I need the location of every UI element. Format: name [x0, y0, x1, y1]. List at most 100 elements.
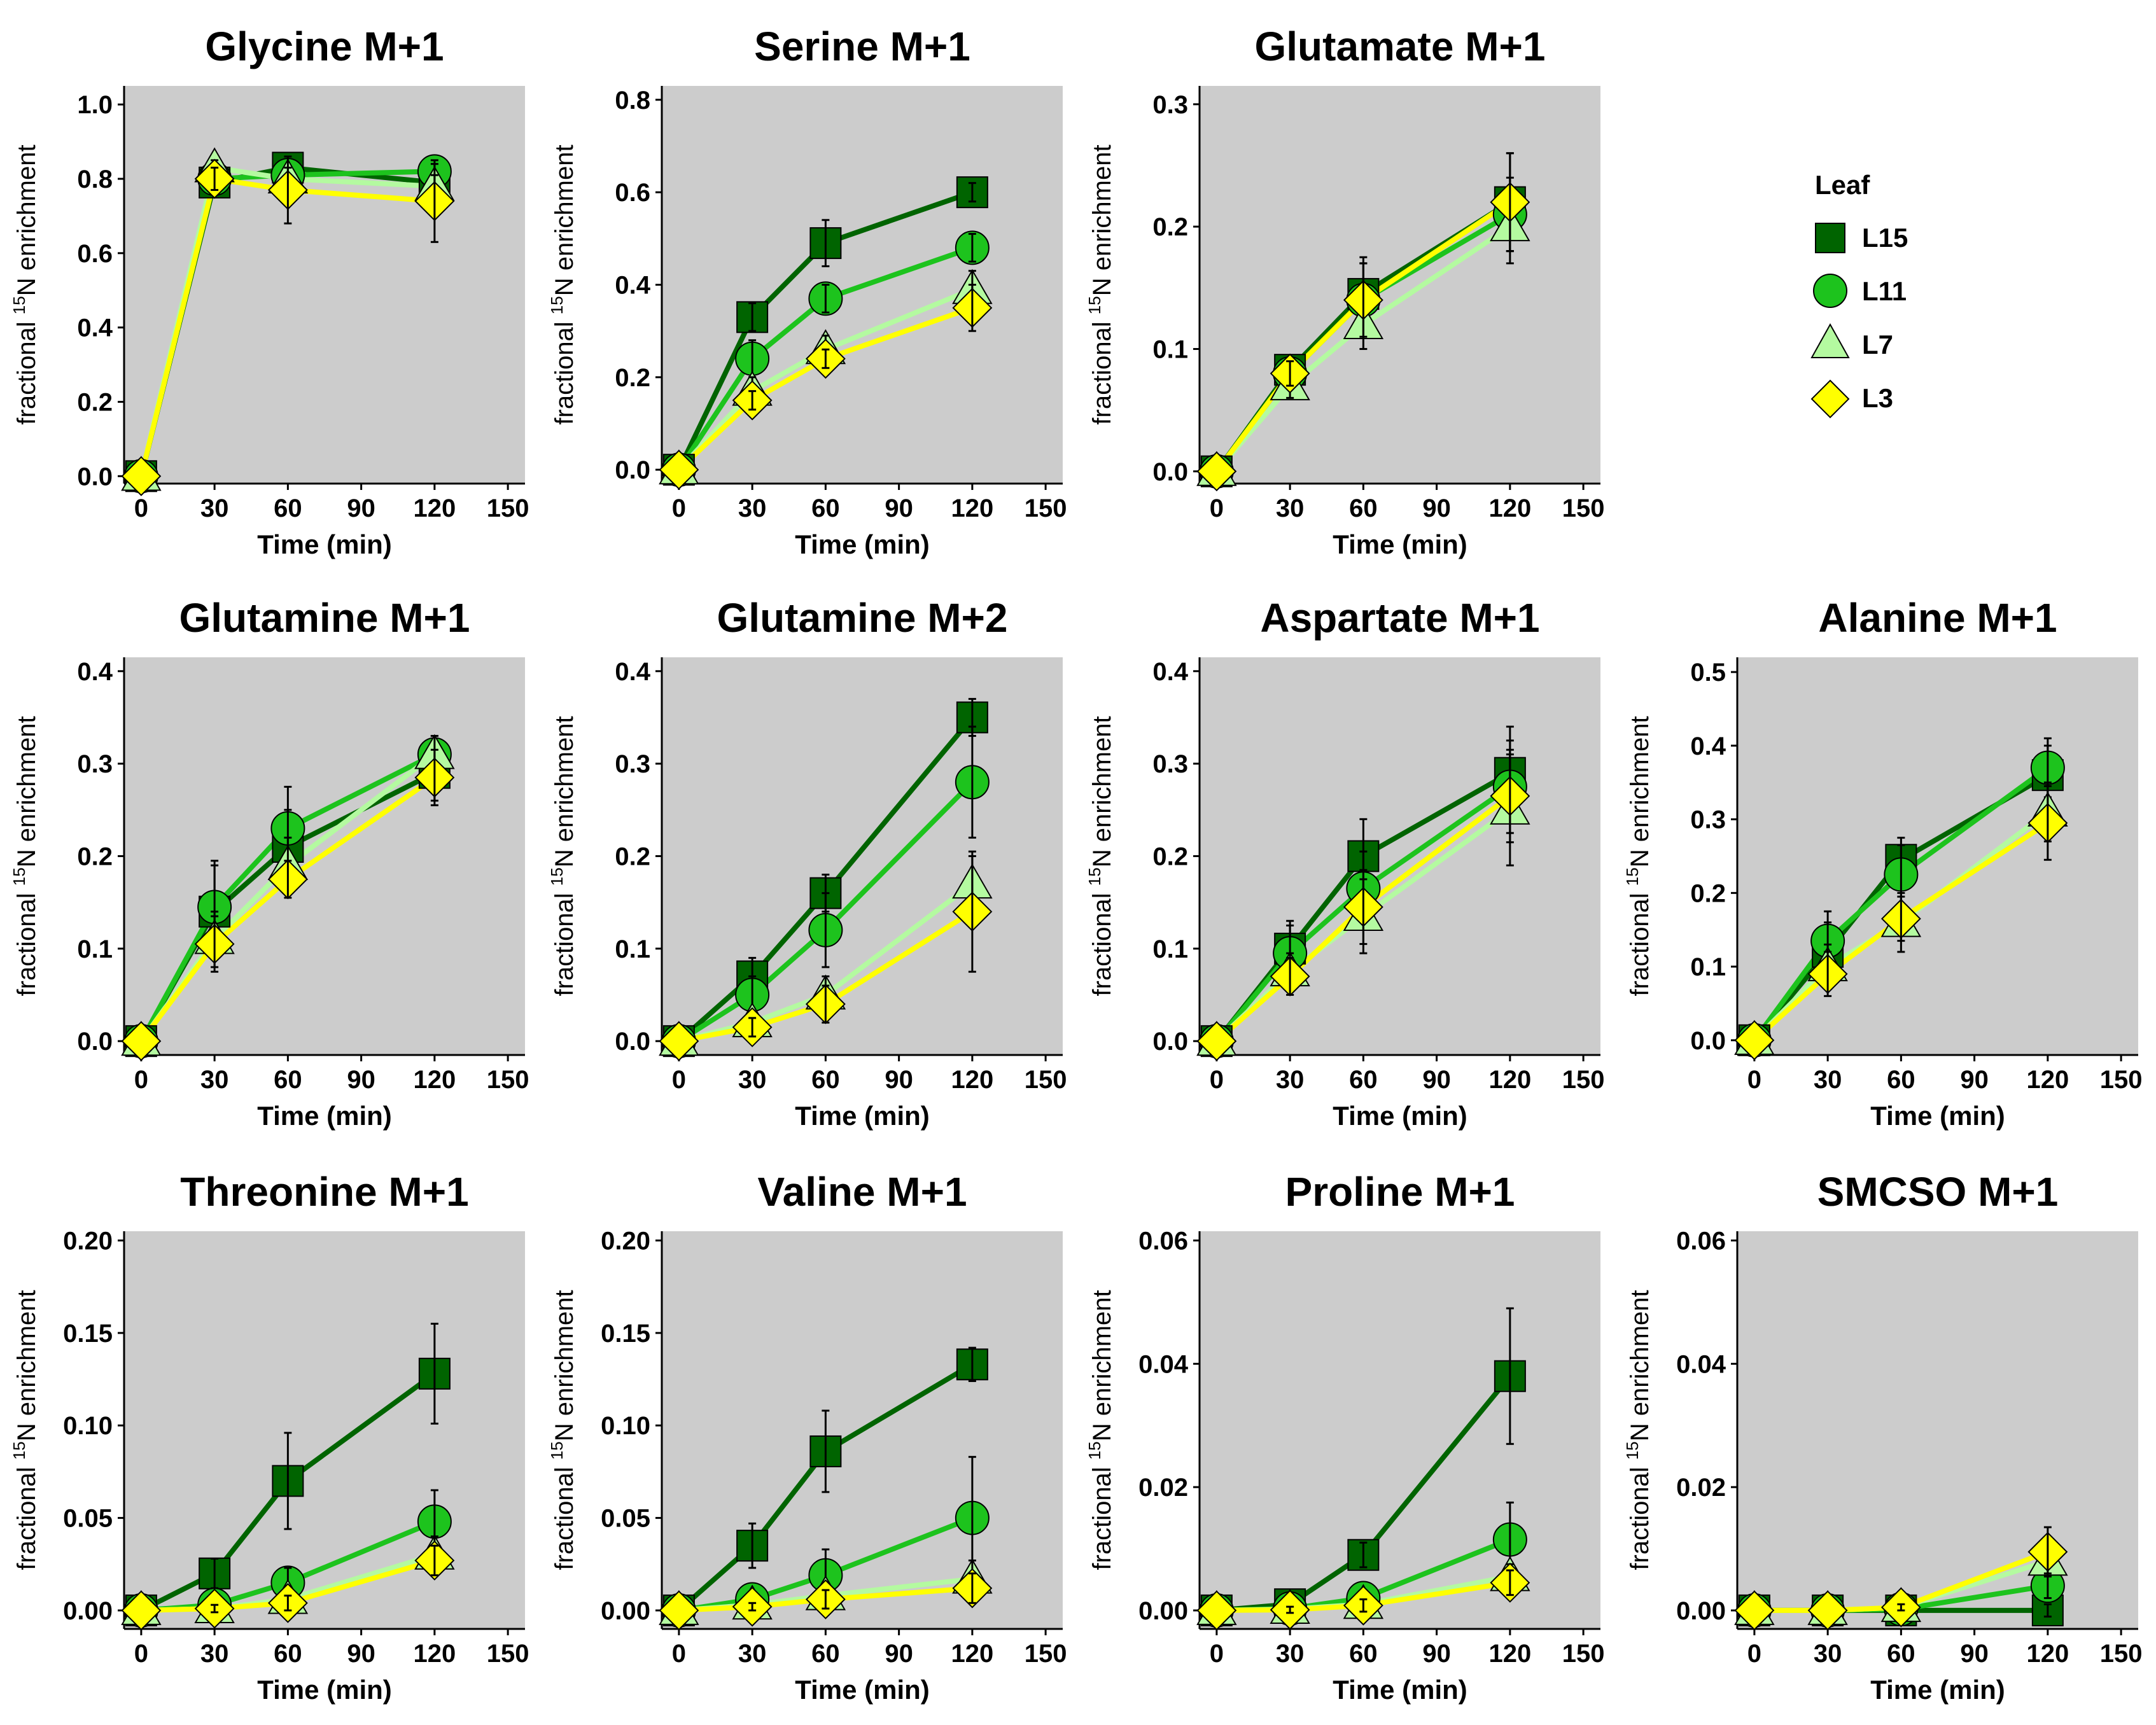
- panel-title: Serine M+1: [754, 24, 970, 69]
- x-tick-label: 150: [2100, 1640, 2143, 1668]
- legend-key-l15: [1815, 223, 1845, 253]
- x-axis-label: Time (min): [795, 1101, 930, 1131]
- y-tick-label: 0.4: [1690, 732, 1726, 760]
- y-tick-label: 0.2: [1690, 879, 1726, 907]
- y-tick-label: 0.4: [77, 658, 113, 686]
- series-line-l3: [1754, 1549, 2049, 1613]
- x-tick-label: 0: [1747, 1066, 1761, 1094]
- x-axis-label: Time (min): [795, 1675, 930, 1705]
- legend-label-l3: L3: [1862, 383, 1893, 413]
- series-line-l11: [1752, 765, 2050, 1042]
- panel-title: Glutamine M+1: [179, 595, 470, 641]
- panels: Glycine M+1 0.0 0.2 0.4 0.6 0.8 1.0 0 30 60 90 120 1…: [10, 24, 2142, 1705]
- x-tick-label: 60: [1887, 1066, 1915, 1094]
- x-tick-label: 120: [2026, 1066, 2069, 1094]
- x-tick-label: 0: [672, 494, 686, 522]
- point-l3: [121, 1590, 162, 1631]
- x-tick-label: 120: [2026, 1640, 2069, 1668]
- panel-smcso-mplus1: SMCSO M+1 0.00 0.02 0.04 0.06 0 30 60 90 120 150 Ti…: [1623, 1169, 2142, 1705]
- series-line-l3: [1215, 793, 1512, 1044]
- y-tick-label: 0.00: [1138, 1597, 1188, 1625]
- x-tick-label: 60: [811, 494, 840, 522]
- y-tick-label: 0.00: [1676, 1597, 1726, 1625]
- x-tick-label: 0: [1747, 1640, 1761, 1668]
- x-tick-label: 90: [885, 1066, 913, 1094]
- x-tick-label: 0: [1210, 1066, 1224, 1094]
- plot-area: [662, 657, 1063, 1055]
- panel-title: Threonine M+1: [180, 1169, 468, 1215]
- y-axis-label: fractional 15N enrichment: [10, 1290, 41, 1570]
- y-tick-label: 0.3: [1690, 806, 1726, 834]
- point-l3: [659, 1021, 699, 1061]
- x-tick-label: 60: [274, 1640, 302, 1668]
- panel-glutamine-mplus1: Glutamine M+1 0.0 0.1 0.2 0.3 0.4 0 30 60 90 120 15…: [10, 595, 529, 1131]
- panel-glutamate-mplus1: Glutamate M+1 0.0 0.1 0.2 0.3 0 30 60 90 120 150 Ti…: [1085, 24, 1604, 559]
- panel-title: Glutamate M+1: [1254, 24, 1545, 69]
- x-tick-label: 90: [1422, 1066, 1451, 1094]
- y-axis-label: fractional 15N enrichment: [1623, 716, 1654, 996]
- series-line-l15: [676, 190, 974, 471]
- y-tick-label: 0.2: [77, 388, 113, 416]
- y-tick-label: 0.02: [1676, 1474, 1726, 1502]
- panel-valine-mplus1: Valine M+1 0.00 0.05 0.10 0.15 0.20 0 30 60 90 120…: [547, 1169, 1067, 1705]
- legend-item-l7: L7: [1810, 323, 1893, 360]
- y-tick-label: 0.1: [615, 935, 650, 963]
- legend: Leaf L15 L11 L7 L3: [1810, 170, 1908, 419]
- series-line-l3: [1753, 821, 2050, 1042]
- y-tick-label: 0.10: [601, 1412, 650, 1440]
- y-tick-label: 0.4: [615, 272, 650, 300]
- x-tick-label: 30: [1276, 494, 1305, 522]
- x-tick-label: 150: [487, 494, 529, 522]
- series-line-l11: [139, 752, 436, 1043]
- series-line-l3: [678, 909, 974, 1044]
- y-tick-label: 0.04: [1676, 1350, 1726, 1378]
- x-tick-label: 120: [1488, 494, 1531, 522]
- series-line-l3: [141, 1558, 436, 1613]
- x-tick-label: 60: [1349, 494, 1378, 522]
- y-tick-label: 0.04: [1138, 1350, 1189, 1378]
- y-tick-label: 0.4: [615, 658, 650, 686]
- x-axis-label: Time (min): [1333, 1675, 1467, 1705]
- x-tick-label: 150: [1562, 494, 1605, 522]
- y-tick-label: 0.05: [601, 1505, 650, 1533]
- y-tick-label: 0.0: [1152, 1028, 1188, 1056]
- y-tick-label: 0.0: [1690, 1027, 1726, 1055]
- y-tick-label: 0.15: [601, 1320, 650, 1348]
- plot-area: [1200, 1231, 1600, 1629]
- y-tick-label: 0.0: [1152, 458, 1188, 486]
- x-axis-label: Time (min): [795, 529, 930, 559]
- x-tick-label: 150: [1562, 1066, 1605, 1094]
- y-tick-label: 0.10: [63, 1412, 113, 1440]
- y-tick-label: 0.1: [1152, 335, 1188, 363]
- y-tick-label: 0.2: [1152, 843, 1188, 871]
- panel-title: Alanine M+1: [1818, 595, 2057, 641]
- y-tick-label: 0.0: [615, 456, 650, 484]
- y-tick-label: 0.4: [1152, 658, 1188, 686]
- legend-item-l11: L11: [1813, 274, 1907, 308]
- panel-serine-mplus1: Serine M+1 0.0 0.2 0.4 0.6 0.8 0 30 60 90 120 150 Ti…: [547, 24, 1067, 559]
- x-tick-label: 90: [885, 494, 913, 522]
- series-line-l3: [139, 176, 435, 477]
- x-tick-label: 60: [1349, 1066, 1378, 1094]
- series-line-l3: [678, 1586, 973, 1613]
- x-axis-label: Time (min): [1333, 529, 1467, 559]
- x-tick-label: 60: [1887, 1640, 1915, 1668]
- x-tick-label: 150: [2100, 1066, 2143, 1094]
- y-tick-label: 0.06: [1138, 1227, 1188, 1255]
- x-tick-label: 150: [1025, 494, 1067, 522]
- x-tick-label: 0: [1210, 1640, 1224, 1668]
- y-tick-label: 0.5: [1690, 659, 1726, 687]
- y-tick-label: 0.05: [63, 1505, 113, 1533]
- x-tick-label: 120: [413, 1640, 456, 1668]
- series-line-l7: [1214, 224, 1512, 473]
- x-tick-label: 60: [274, 494, 302, 522]
- series-line-l11: [677, 780, 974, 1044]
- panel-title: SMCSO M+1: [1817, 1169, 2059, 1215]
- y-tick-label: 0.1: [1152, 935, 1188, 963]
- x-tick-label: 120: [951, 1066, 993, 1094]
- plot-area: [124, 1231, 525, 1629]
- x-tick-label: 0: [672, 1066, 686, 1094]
- series-line-l15: [140, 1371, 437, 1613]
- x-tick-label: 30: [1814, 1066, 1842, 1094]
- plot-area: [1200, 657, 1600, 1055]
